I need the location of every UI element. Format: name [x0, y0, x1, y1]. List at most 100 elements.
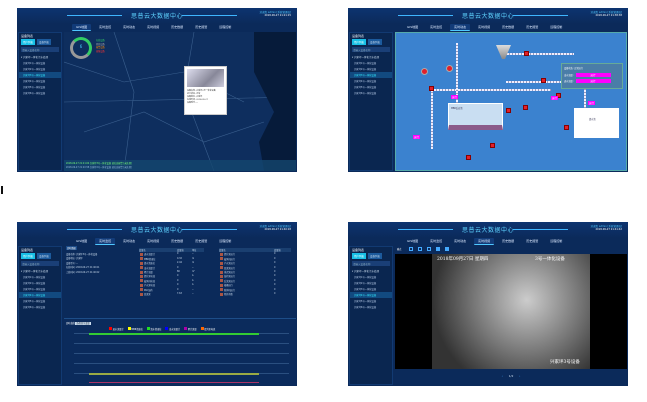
tab-control[interactable]: 远程控制	[550, 25, 563, 29]
sidebar-tab-devices[interactable]: 设备列表	[37, 39, 52, 45]
valve[interactable]	[556, 93, 561, 98]
sidebar-device-item[interactable]: 兴家坪3号一体化设备	[19, 72, 61, 78]
valve[interactable]	[429, 86, 434, 91]
tab-monitor[interactable]: 实时监控	[99, 25, 112, 29]
device-search-input[interactable]: 请输入设备名称	[352, 261, 390, 266]
sidebar-device-item[interactable]: 兴家坪4号一体化设备	[350, 292, 392, 298]
tab-history[interactable]: 历史数据	[171, 25, 184, 29]
valve[interactable]	[564, 125, 569, 130]
table-row: 累计流量 80 m³	[139, 270, 204, 274]
sidebar-tab-devices[interactable]: 设备列表	[368, 39, 383, 45]
tab-gis[interactable]: GIS地图	[76, 239, 88, 243]
sidebar-device-item[interactable]: 兴家坪3号一体化设备	[23, 288, 46, 291]
valve[interactable]	[523, 105, 528, 110]
device-search-input[interactable]: 请输入设备名称	[21, 261, 59, 266]
layout-1-button[interactable]	[409, 247, 413, 251]
device-group[interactable]: ▾ 兴家坪一体化污水处理	[21, 270, 49, 273]
tab-monitor[interactable]: 实时监控	[95, 238, 116, 245]
sidebar-tab-users[interactable]: 用户列表	[21, 39, 36, 45]
sidebar-tab-users[interactable]: 用户列表	[21, 253, 36, 259]
tab-history[interactable]: 历史数据	[502, 239, 515, 243]
sidebar-device-item[interactable]: 兴家坪6号一体化设备	[23, 306, 46, 309]
video-player[interactable]: 2018年09月27日 星期四 3号一体化设备 兴家坪3号设备	[395, 254, 627, 369]
sidebar-device-item[interactable]: 兴家坪2号一体化设备	[354, 282, 377, 285]
tab-dynamic[interactable]: 实时动态	[450, 24, 471, 31]
tab-video[interactable]: 实时视频	[474, 238, 495, 245]
sidebar-device-item[interactable]: 兴家坪2号一体化设备	[23, 68, 46, 71]
tab-video[interactable]: 实时视频	[147, 25, 160, 29]
tab-history[interactable]: 历史数据	[502, 25, 515, 29]
sidebar-device-item[interactable]: 兴家坪5号一体化设备	[354, 86, 377, 89]
tab-history[interactable]: 历史数据	[171, 239, 184, 243]
sidebar-device-item[interactable]: 兴家坪4号一体化设备	[354, 80, 377, 83]
valve[interactable]	[524, 51, 529, 56]
sidebar-device-item[interactable]: 兴家坪1号一体化设备	[354, 62, 377, 65]
tab-control[interactable]: 远程控制	[550, 239, 563, 243]
sidebar-device-item[interactable]: 兴家坪2号一体化设备	[23, 282, 46, 285]
device-search-input[interactable]: 请输入设备名称	[352, 47, 390, 52]
layout-16-button[interactable]	[445, 247, 449, 251]
sidebar-tab-devices[interactable]: 设备列表	[37, 253, 52, 259]
tab-dynamic[interactable]: 实时动态	[454, 239, 467, 243]
tab-control[interactable]: 远程控制	[219, 25, 232, 29]
legend-item[interactable]: 清水池液位	[146, 327, 161, 331]
sidebar-device-item[interactable]: 兴家坪5号一体化设备	[23, 300, 46, 303]
sidebar-device-item[interactable]: 兴家坪6号一体化设备	[354, 92, 377, 95]
tab-alarm[interactable]: 历史报警	[195, 239, 208, 243]
map-view[interactable]: 6 在线设备 离线设备 报警设备 故障设备 设备名称: 兴家坪3号一体化设备 运行状态:…	[64, 32, 296, 171]
tab-monitor[interactable]: 实时监控	[430, 25, 443, 29]
user-info[interactable]: 欢迎您 admin [系统管理员]	[259, 11, 291, 14]
sidebar-device-item[interactable]: 兴家坪1号一体化设备	[354, 276, 377, 279]
tab-gis[interactable]: GIS地图	[407, 239, 419, 243]
sidebar-device-item[interactable]: 兴家坪1号一体化设备	[23, 276, 46, 279]
valve[interactable]	[506, 108, 511, 113]
legend-item[interactable]: MBR池液位	[127, 327, 143, 331]
tab-video[interactable]: 实时视频	[147, 239, 160, 243]
sidebar-tab-users[interactable]: 用户列表	[352, 39, 367, 45]
sidebar-device-item[interactable]: 兴家坪3号一体化设备	[350, 72, 392, 78]
select-variables-button[interactable]: 选择显示变量	[75, 322, 91, 325]
sidebar-device-item[interactable]: 兴家坪6号一体化设备	[354, 306, 377, 309]
device-group[interactable]: ▾ 兴家坪一体化污水处理	[352, 270, 380, 273]
legend-item[interactable]: 提升泵电流	[200, 327, 215, 331]
sidebar-device-item[interactable]: 兴家坪6号一体化设备	[23, 92, 46, 95]
series-line	[89, 382, 259, 383]
legend-item[interactable]: 出水流量计	[165, 327, 180, 331]
layout-6-button[interactable]	[427, 247, 431, 251]
layout-9-button[interactable]	[436, 247, 440, 251]
device-group[interactable]: ▾ 兴家坪一体化污水处理	[21, 56, 49, 59]
device-search-input[interactable]: 请输入设备名称	[21, 47, 59, 52]
layout-4-button[interactable]	[418, 247, 422, 251]
tab-alarm[interactable]: 历史报警	[526, 239, 539, 243]
next-page-button[interactable]: ›	[519, 374, 521, 378]
table-row: 搅拌机运行 0	[219, 288, 291, 292]
tab-alarm[interactable]: 历史报警	[195, 25, 208, 29]
tab-dynamic[interactable]: 实时动态	[123, 25, 136, 29]
tab-video[interactable]: 实时视频	[478, 25, 491, 29]
device-group[interactable]: ▾ 兴家坪一体化污水处理	[352, 56, 380, 59]
sidebar-device-item[interactable]: 兴家坪4号一体化设备	[19, 292, 61, 298]
tab-gis[interactable]: GIS地图	[407, 25, 419, 29]
sidebar-device-item[interactable]: 兴家坪1号一体化设备	[23, 62, 46, 65]
valve[interactable]	[490, 143, 495, 148]
prev-page-button[interactable]: ‹	[501, 374, 503, 378]
sidebar-device-item[interactable]: 兴家坪5号一体化设备	[23, 86, 46, 89]
tab-monitor[interactable]: 实时监控	[430, 239, 443, 243]
valve[interactable]	[541, 78, 546, 83]
sidebar-tab-users[interactable]: 用户列表	[352, 253, 367, 259]
valve[interactable]	[466, 155, 471, 160]
user-info[interactable]: 欢迎您 admin [系统管理员]	[259, 225, 291, 228]
tab-gis[interactable]: GIS地图	[72, 24, 92, 31]
sidebar-device-item[interactable]: 兴家坪5号一体化设备	[354, 300, 377, 303]
user-info[interactable]: 欢迎您 admin [系统管理员]	[590, 225, 622, 228]
legend-item[interactable]: 累计流量	[184, 327, 197, 331]
sidebar-device-item[interactable]: 兴家坪3号一体化设备	[354, 288, 377, 291]
sidebar-tab-devices[interactable]: 设备列表	[368, 253, 383, 259]
tab-alarm[interactable]: 历史报警	[526, 25, 539, 29]
tab-dynamic[interactable]: 实时动态	[123, 239, 136, 243]
legend-item[interactable]: 进水流量计	[109, 327, 124, 331]
sidebar-device-item[interactable]: 兴家坪4号一体化设备	[23, 80, 46, 83]
tab-control[interactable]: 远程控制	[219, 239, 232, 243]
sidebar-device-item[interactable]: 兴家坪2号一体化设备	[354, 68, 377, 71]
user-info[interactable]: 欢迎您 admin [系统管理员]	[590, 11, 622, 14]
